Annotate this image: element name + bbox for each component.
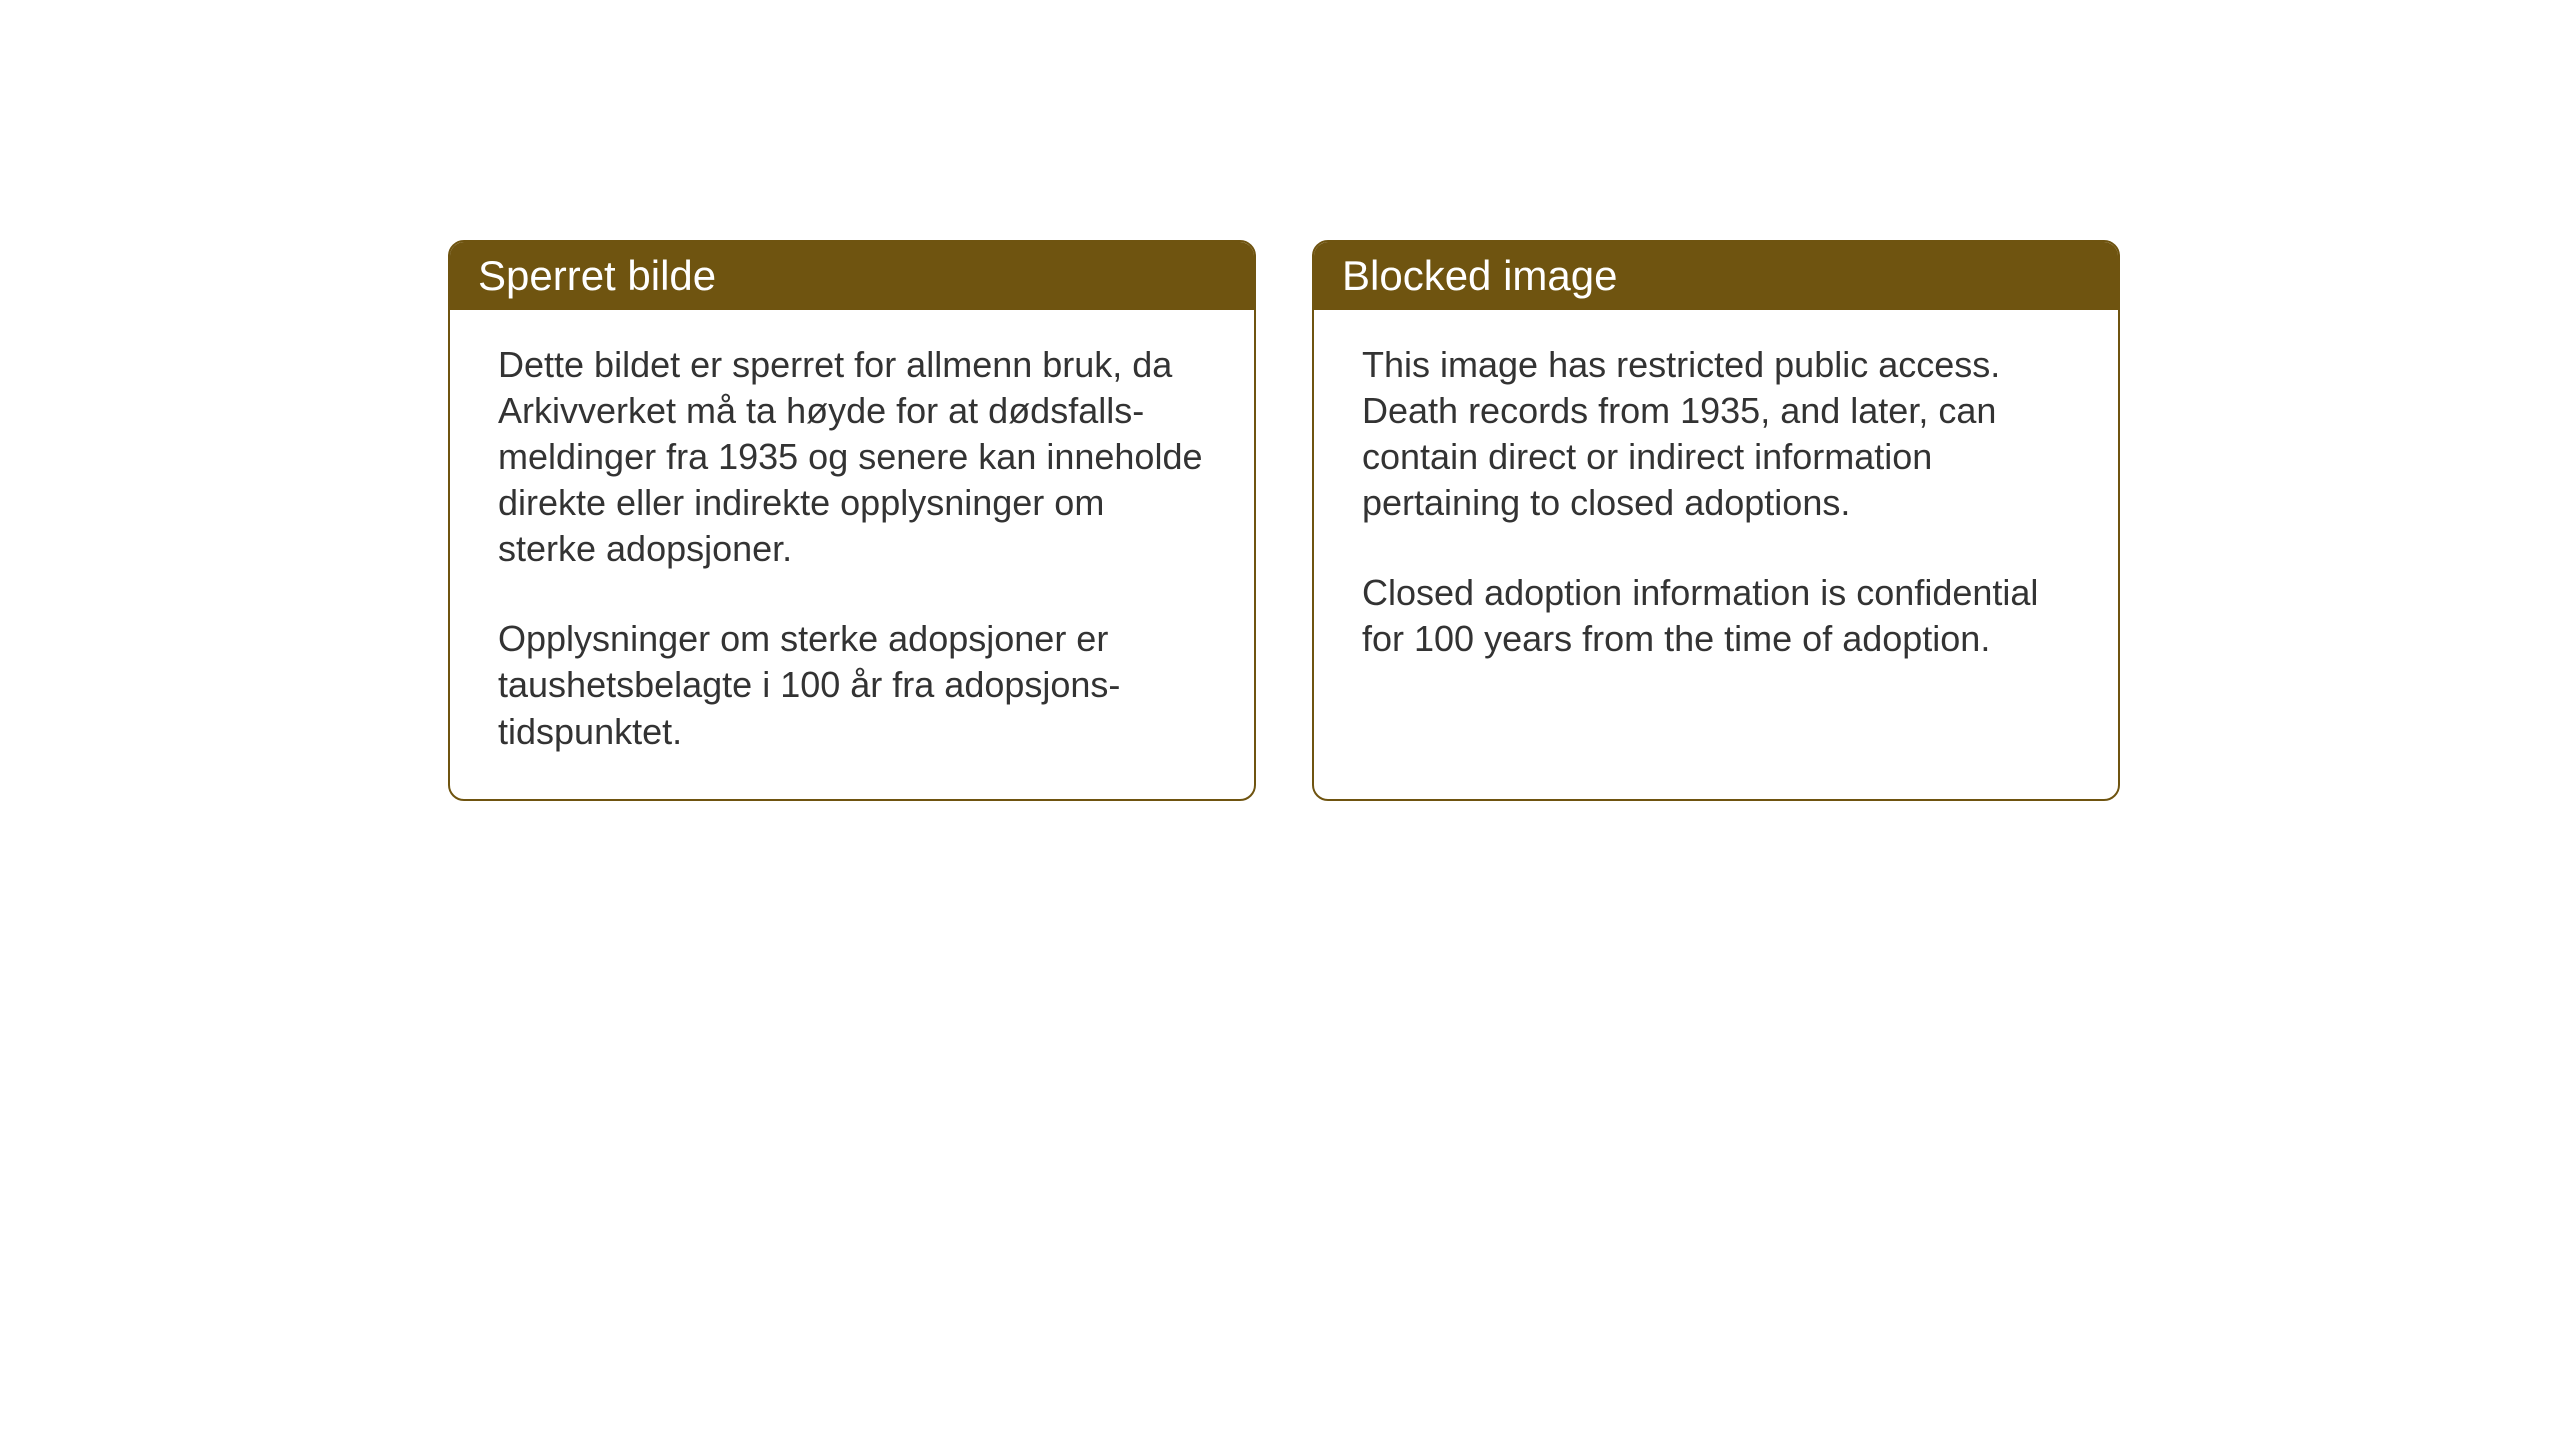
norwegian-card: Sperret bilde Dette bildet er sperret fo… <box>448 240 1256 801</box>
english-paragraph-1: This image has restricted public access.… <box>1362 342 2070 526</box>
norwegian-card-body: Dette bildet er sperret for allmenn bruk… <box>450 310 1254 799</box>
english-card-header: Blocked image <box>1314 242 2118 310</box>
norwegian-paragraph-2: Opplysninger om sterke adopsjoner er tau… <box>498 616 1206 754</box>
norwegian-card-header: Sperret bilde <box>450 242 1254 310</box>
english-paragraph-2: Closed adoption information is confident… <box>1362 570 2070 662</box>
cards-container: Sperret bilde Dette bildet er sperret fo… <box>448 240 2120 801</box>
english-card: Blocked image This image has restricted … <box>1312 240 2120 801</box>
english-card-title: Blocked image <box>1342 252 1617 299</box>
norwegian-card-title: Sperret bilde <box>478 252 716 299</box>
english-card-body: This image has restricted public access.… <box>1314 310 2118 706</box>
norwegian-paragraph-1: Dette bildet er sperret for allmenn bruk… <box>498 342 1206 572</box>
